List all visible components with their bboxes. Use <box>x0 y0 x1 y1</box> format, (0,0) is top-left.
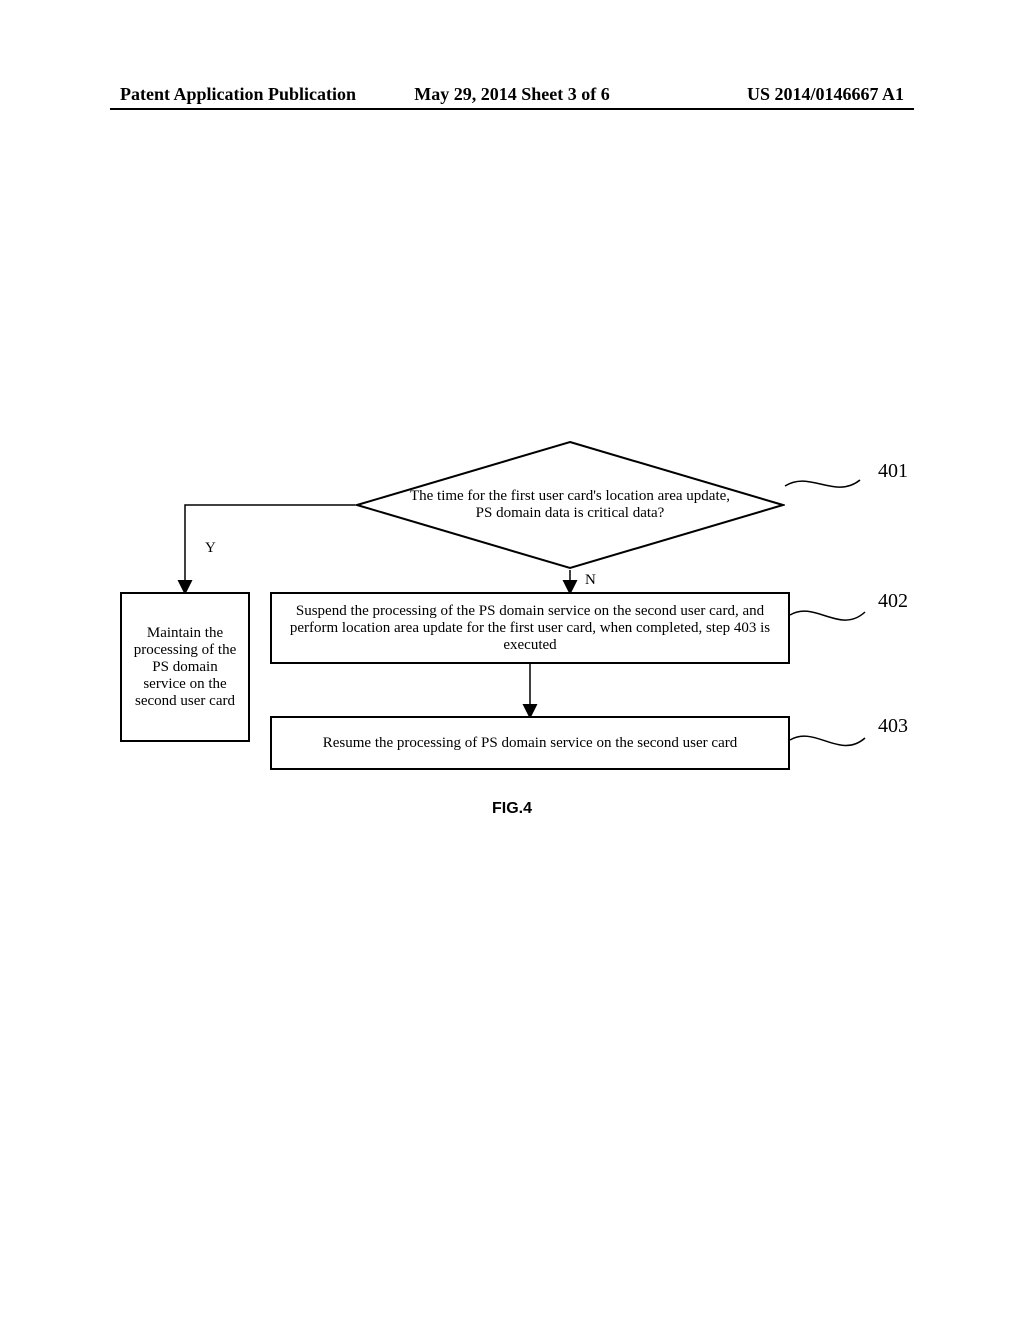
step-number-403: 403 <box>878 715 908 738</box>
yes-label: Y <box>205 540 216 557</box>
figure-caption: FIG.4 <box>0 800 1024 818</box>
decision-node: The time for the first user card's locat… <box>355 440 785 570</box>
step-402-text: Suspend the processing of the PS domain … <box>282 603 778 654</box>
step-number-401: 401 <box>878 460 908 483</box>
step-402-box: Suspend the processing of the PS domain … <box>270 592 790 664</box>
flowchart: The time for the first user card's locat… <box>120 440 900 860</box>
step-403-text: Resume the processing of PS domain servi… <box>323 735 737 752</box>
step-number-402: 402 <box>878 590 908 613</box>
step-403-box: Resume the processing of PS domain servi… <box>270 716 790 770</box>
page-header: Patent Application Publication May 29, 2… <box>120 84 904 105</box>
yes-branch-box: Maintain the processing of the PS domain… <box>120 592 250 742</box>
header-left: Patent Application Publication <box>120 84 356 105</box>
no-label: N <box>585 572 596 589</box>
decision-text: The time for the first user card's locat… <box>355 440 785 570</box>
yes-branch-text: Maintain the processing of the PS domain… <box>132 625 238 710</box>
header-rule <box>110 108 914 110</box>
header-right: US 2014/0146667 A1 <box>747 84 904 105</box>
page: Patent Application Publication May 29, 2… <box>0 0 1024 1320</box>
